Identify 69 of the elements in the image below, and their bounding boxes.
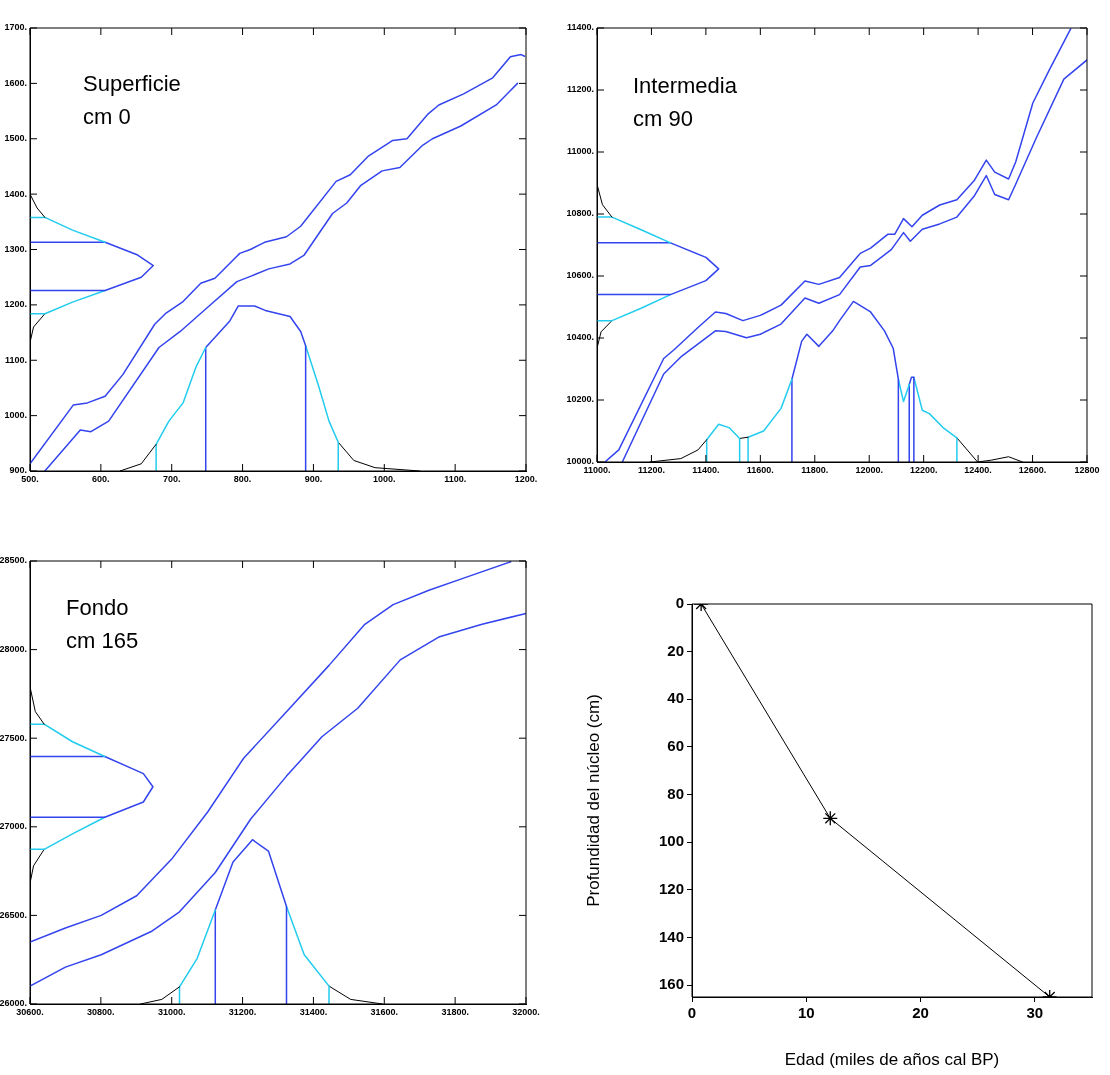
annotation: cm 165 <box>66 628 139 653</box>
y-tick-label: 1600. <box>4 77 27 88</box>
y-tick-label: 27000. <box>0 821 27 832</box>
annotation: Intermedia <box>633 73 738 98</box>
x-tick-label: 12000. <box>855 464 883 475</box>
x-tick-label: 31600. <box>370 1006 399 1017</box>
y-tick-label: 80 <box>667 784 684 802</box>
y-tick-label: 1000. <box>4 410 27 421</box>
x-tick-label: 11000. <box>583 464 611 475</box>
x-tick-label: 500. <box>21 473 39 484</box>
y-tick-label: 10000. <box>566 456 594 467</box>
x-tick-label: 12400. <box>964 464 992 475</box>
x-tick-label: 1100. <box>444 473 467 484</box>
x-tick-label: 30800. <box>87 1006 115 1017</box>
x-tick-label: 600. <box>92 473 110 484</box>
y-tick-label: 26000. <box>0 998 27 1009</box>
y-axis-title: Profundidad del núcleo (cm) <box>583 694 603 907</box>
y-tick-label: 1400. <box>4 188 27 199</box>
x-tick-label: 31400. <box>299 1006 328 1017</box>
y-tick-label: 26500. <box>0 909 27 920</box>
y-tick-label: 11000. <box>566 146 594 157</box>
y-tick-label: 1700. <box>4 22 27 33</box>
x-axis-title: Edad (miles de años cal BP) <box>784 1050 1000 1070</box>
y-tick-label: 60 <box>667 737 684 755</box>
x-tick-label: 1200. <box>514 473 538 484</box>
x-tick-label: 30600. <box>16 1006 44 1017</box>
y-tick-label: 100 <box>658 832 684 850</box>
y-tick-label: 27500. <box>0 732 27 743</box>
x-tick-label: 32000. <box>512 1006 540 1017</box>
y-tick-label: 11400. <box>566 22 594 33</box>
y-tick-label: 140 <box>658 927 684 945</box>
x-tick-label: 10 <box>797 1004 815 1022</box>
x-tick-label: 12600. <box>1018 464 1047 475</box>
x-tick-label: 11200. <box>637 464 665 475</box>
y-tick-label: 10400. <box>566 332 594 343</box>
x-tick-label: 0 <box>687 1004 697 1022</box>
y-tick-label: 1500. <box>4 133 27 144</box>
x-tick-label: 800. <box>233 473 252 484</box>
x-tick-label: 20 <box>912 1004 929 1022</box>
x-tick-label: 31800. <box>441 1006 469 1017</box>
y-tick-label: 120 <box>658 879 684 897</box>
x-tick-label: 31000. <box>157 1006 186 1017</box>
y-tick-label: 28500. <box>0 555 27 566</box>
y-tick-label: 1100. <box>4 354 27 365</box>
y-tick-label: 40 <box>667 689 684 707</box>
y-tick-label: 11200. <box>566 84 594 95</box>
y-tick-label: 10800. <box>566 208 594 219</box>
y-tick-label: 10600. <box>566 270 594 281</box>
x-tick-label: 11400. <box>692 464 720 475</box>
y-tick-label: 0 <box>675 594 684 612</box>
x-tick-label: 900. <box>304 473 323 484</box>
y-tick-label: 28000. <box>0 644 27 655</box>
y-tick-label: 1300. <box>4 243 27 254</box>
x-tick-label: 11800. <box>801 464 829 475</box>
x-tick-label: 700. <box>162 473 181 484</box>
x-tick-label: 30 <box>1026 1004 1044 1022</box>
y-tick-label: 160 <box>658 975 684 993</box>
y-tick-label: 10200. <box>566 394 594 405</box>
y-tick-label: 20 <box>667 641 684 659</box>
annotation: Fondo <box>66 595 129 620</box>
annotation: cm 0 <box>83 104 131 129</box>
x-tick-label: 31200. <box>228 1006 257 1017</box>
x-tick-label: 11600. <box>746 464 774 475</box>
x-tick-label: 12800 <box>1074 464 1100 475</box>
x-tick-label: 12200. <box>909 464 938 475</box>
y-tick-label: 1200. <box>4 299 27 310</box>
annotation: cm 90 <box>633 106 693 131</box>
annotation: Superficie <box>83 71 181 96</box>
x-tick-label: 1000. <box>373 473 396 484</box>
